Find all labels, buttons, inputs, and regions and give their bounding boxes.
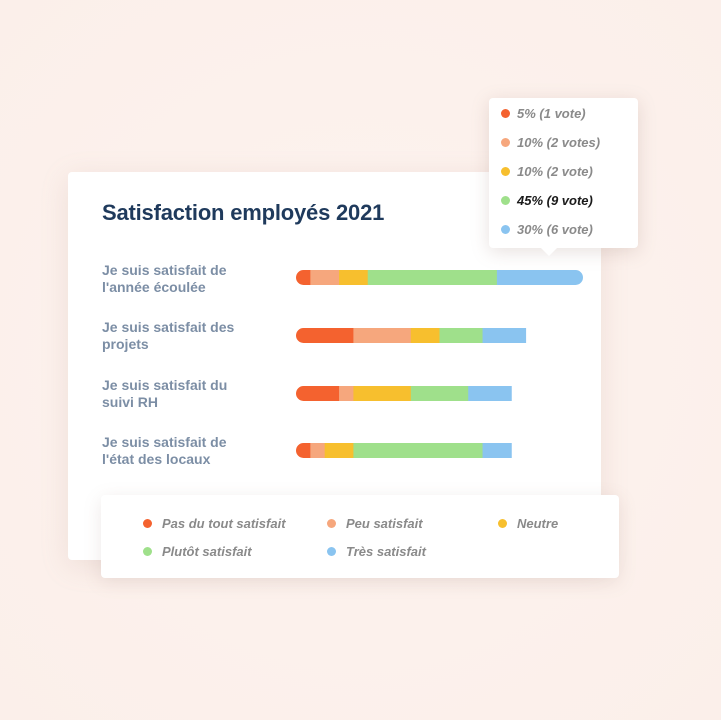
bar-segment-2-3[interactable] <box>410 386 469 401</box>
legend-label-2: Neutre <box>517 515 559 531</box>
legend-dot-0 <box>143 518 152 528</box>
bar-segment-3-1[interactable] <box>310 443 326 458</box>
bar-segment-0-4[interactable] <box>496 270 584 285</box>
legend-label-0: Pas du tout satisfait <box>162 515 286 531</box>
legend-label-4: Très satisfait <box>346 543 426 559</box>
tooltip-item-1: 10% (2 votes) <box>501 134 600 150</box>
row-label-2-line-2: suivi RH <box>102 394 159 410</box>
bar-segment-3-2[interactable] <box>324 443 354 458</box>
row-label-0: Je suis satisfait de l'année écoulée <box>102 262 282 296</box>
tooltip-text-1: 10% (2 votes) <box>517 134 601 150</box>
bar-segment-1-1[interactable] <box>353 328 412 343</box>
legend-item-0[interactable]: Pas du tout satisfait <box>143 515 286 531</box>
bar-segment-0-2[interactable] <box>339 270 369 285</box>
legend-item-3[interactable]: Plutôt satisfait <box>143 543 252 559</box>
row-label-3-line-1: Je suis satisfait de <box>102 434 227 450</box>
legend-item-2[interactable]: Neutre <box>498 515 558 531</box>
bar-row-0[interactable] <box>296 270 584 285</box>
row-label-3: Je suis satisfait de l'état des locaux <box>102 434 282 468</box>
row-label-2-line-1: Je suis satisfait du <box>102 377 228 393</box>
bar-segment-0-0[interactable] <box>296 270 311 285</box>
tooltip-dot-4 <box>501 224 510 234</box>
legend: Pas du tout satisfait Peu satisfait Neut… <box>101 495 619 578</box>
row-label-1-line-2: projets <box>102 336 149 352</box>
legend-dot-3 <box>143 546 152 556</box>
tooltip: 5% (1 vote) 10% (2 votes) 10% (2 vote) 4… <box>489 98 638 256</box>
tooltip-item-0: 5% (1 vote) <box>501 105 586 121</box>
bar-segment-3-3[interactable] <box>353 443 484 458</box>
bar-row-2[interactable] <box>296 386 512 401</box>
legend-item-4[interactable]: Très satisfait <box>327 543 426 559</box>
row-label-1: Je suis satisfait des projets <box>102 319 282 353</box>
bar-segment-1-0[interactable] <box>296 328 354 343</box>
bar-segment-1-2[interactable] <box>410 328 440 343</box>
bar-segment-2-0[interactable] <box>296 386 340 401</box>
legend-dot-1 <box>327 518 336 528</box>
bar-segment-1-3[interactable] <box>439 328 484 343</box>
tooltip-dot-3 <box>501 195 510 205</box>
tooltip-dot-1 <box>501 137 510 147</box>
bar-segment-0-1[interactable] <box>310 270 340 285</box>
tooltip-text-3: 45% (9 vote) <box>517 192 593 208</box>
row-label-0-line-2: l'année écoulée <box>102 279 206 295</box>
legend-item-1[interactable]: Peu satisfait <box>327 515 423 531</box>
tooltip-dot-0 <box>501 108 510 118</box>
bar-segment-2-4[interactable] <box>468 386 512 401</box>
bar-row-3[interactable] <box>296 443 512 458</box>
row-label-0-line-1: Je suis satisfait de <box>102 262 227 278</box>
legend-dot-2 <box>498 518 507 528</box>
chart-title: Satisfaction employés 2021 <box>102 200 385 225</box>
bar-segment-3-0[interactable] <box>296 443 311 458</box>
row-label-2: Je suis satisfait du suivi RH <box>102 377 282 411</box>
row-label-3-line-2: l'état des locaux <box>102 451 211 467</box>
tooltip-item-4: 30% (6 vote) <box>501 221 593 237</box>
bar-row-1[interactable] <box>296 328 527 343</box>
bar-segment-2-2[interactable] <box>353 386 412 401</box>
legend-label-3: Plutôt satisfait <box>162 543 252 559</box>
tooltip-item-3: 45% (9 vote) <box>501 192 593 208</box>
tooltip-text-4: 30% (6 vote) <box>517 221 593 237</box>
tooltip-text-2: 10% (2 vote) <box>517 163 593 179</box>
row-label-1-line-1: Je suis satisfait des <box>102 319 235 335</box>
bar-segment-2-1[interactable] <box>339 386 354 401</box>
bar-segment-3-4[interactable] <box>482 443 512 458</box>
bar-segment-1-4[interactable] <box>482 328 527 343</box>
bar-segment-0-3[interactable] <box>367 270 498 285</box>
tooltip-text-0: 5% (1 vote) <box>517 105 586 121</box>
legend-dot-4 <box>327 546 336 556</box>
tooltip-dot-2 <box>501 166 510 176</box>
legend-label-1: Peu satisfait <box>346 515 423 531</box>
tooltip-item-2: 10% (2 vote) <box>501 163 593 179</box>
